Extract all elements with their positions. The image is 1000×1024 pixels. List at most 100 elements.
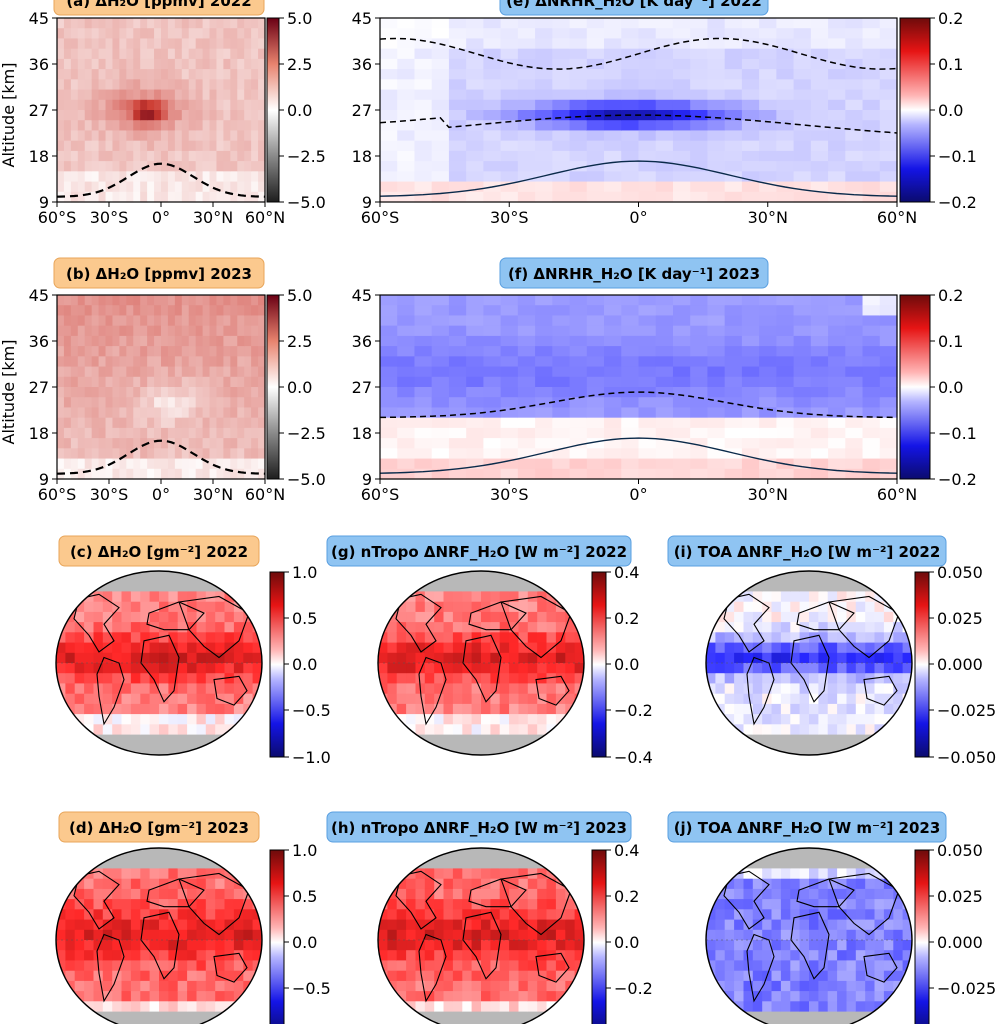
heat-cell <box>466 38 484 50</box>
heat-cell <box>828 99 846 111</box>
heat-cell <box>216 335 224 347</box>
heat-cell <box>202 356 211 368</box>
polar-cell <box>205 581 216 592</box>
heat-cell <box>537 642 548 654</box>
polar-cell <box>771 581 782 592</box>
heat-cell <box>827 888 838 900</box>
heat-cell <box>140 335 148 347</box>
polar-cell <box>874 848 885 859</box>
heat-cell <box>70 110 79 121</box>
heat-cell <box>535 407 553 419</box>
heat-cell <box>195 458 204 470</box>
heat-cell <box>195 295 204 306</box>
polar-cell <box>481 1011 491 1023</box>
heat-cell <box>586 315 605 327</box>
x-tick-label: 0° <box>629 485 647 504</box>
heat-cell <box>431 325 450 337</box>
polar-cell <box>112 858 123 869</box>
heat-cell <box>780 611 791 623</box>
heat-cell <box>415 601 426 613</box>
heat-cell <box>845 140 864 152</box>
heat-cell <box>126 171 134 183</box>
heat-cell <box>215 724 226 736</box>
polar-cell <box>112 1021 123 1024</box>
heat-cell <box>243 929 254 941</box>
heat-cell <box>509 878 520 890</box>
heat-cell <box>555 929 566 941</box>
polar-cell <box>140 1021 151 1024</box>
heat-cell <box>252 919 262 931</box>
heat-cell <box>621 69 640 80</box>
heat-cell <box>98 366 107 378</box>
heat-cell <box>415 991 426 1002</box>
heat-cell <box>672 120 691 132</box>
heat-cell <box>149 693 160 705</box>
heat-cell <box>707 356 726 368</box>
heat-cell <box>77 387 86 398</box>
polar-cell <box>855 571 866 582</box>
heat-cell <box>759 48 777 60</box>
heat-cell <box>586 346 605 357</box>
heat-cell <box>167 28 176 40</box>
heat-cell <box>102 632 113 644</box>
x-tick-label: 60°S <box>361 208 400 227</box>
heat-cell <box>397 397 416 409</box>
y-tick-label: 9 <box>39 193 49 212</box>
heat-cell <box>799 960 810 972</box>
heat-cell <box>161 171 169 183</box>
heat-cell <box>161 89 169 101</box>
heat-cell <box>223 295 231 306</box>
heat-cell <box>466 181 484 193</box>
heat-cell <box>168 888 179 900</box>
heat-cell <box>893 970 904 982</box>
heat-cell <box>893 724 904 736</box>
heat-cell <box>77 438 86 449</box>
heat-cell <box>517 130 536 142</box>
heat-cell <box>902 591 912 603</box>
heat-cell <box>780 991 791 1002</box>
heat-cell <box>154 295 162 306</box>
heat-cell <box>707 69 726 80</box>
heat-cell <box>483 48 502 60</box>
heat-cell <box>500 417 519 429</box>
heat-cell <box>378 673 388 684</box>
heat-cell <box>448 58 467 70</box>
heat-cell <box>724 991 735 1002</box>
heat-cell <box>133 79 141 91</box>
heat-cell <box>809 611 819 623</box>
heat-cell <box>569 376 588 388</box>
heat-cell <box>810 427 829 439</box>
heat-cell <box>586 161 605 172</box>
heat-cell <box>874 673 885 684</box>
heat-cell <box>216 305 224 317</box>
heat-cell <box>424 673 435 684</box>
heat-cell <box>74 899 85 910</box>
heat-cell <box>818 611 829 623</box>
heat-cell <box>499 652 510 664</box>
heat-cell <box>98 397 107 409</box>
polar-cell <box>799 744 810 755</box>
heat-cell <box>500 171 519 183</box>
heat-cell <box>776 110 795 121</box>
heat-cell <box>555 642 566 654</box>
heat-cell <box>574 980 584 992</box>
x-tick-label: 30°N <box>193 208 233 227</box>
heat-cell <box>98 458 107 470</box>
polar-cell <box>715 581 726 592</box>
heat-cell <box>380 69 398 80</box>
heat-cell <box>434 601 445 613</box>
polar-cell <box>443 1021 454 1024</box>
heat-cell <box>223 89 231 101</box>
heat-cell <box>672 58 691 70</box>
heat-cell <box>65 591 76 603</box>
heat-cell <box>500 448 519 460</box>
heat-cell <box>586 99 605 111</box>
heat-cell <box>258 181 266 193</box>
heat-cell <box>209 315 218 327</box>
heat-cell <box>879 28 898 40</box>
heat-cell <box>112 295 120 306</box>
heat-cell <box>448 69 467 80</box>
heat-cell <box>452 888 463 900</box>
heat-cell <box>91 458 100 470</box>
heat-cell <box>448 448 467 460</box>
